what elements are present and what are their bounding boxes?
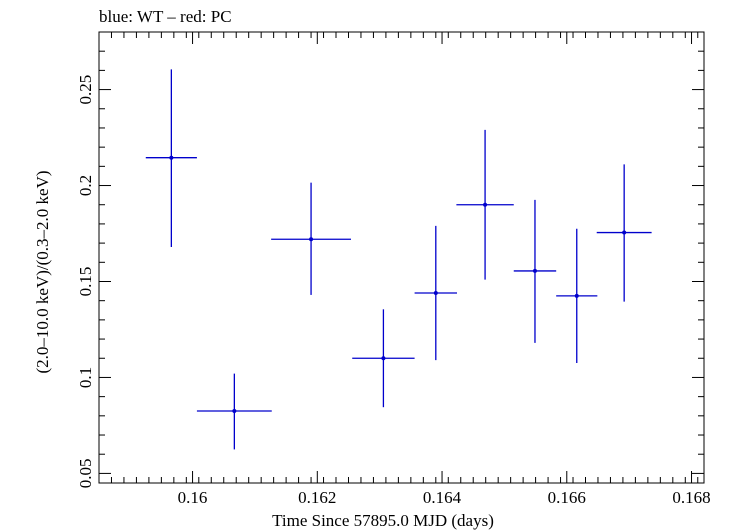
x-tick-label: 0.166 [548, 488, 586, 507]
x-tick-label: 0.162 [298, 488, 336, 507]
point-marker [309, 237, 314, 242]
data-point [145, 69, 197, 247]
chart-title: blue: WT – red: PC [99, 7, 232, 26]
y-tick-label: 0.05 [76, 459, 95, 489]
x-tick-label: 0.168 [672, 488, 710, 507]
point-marker [433, 291, 438, 296]
data-points [145, 69, 652, 450]
data-point [414, 225, 458, 361]
data-point [456, 129, 514, 280]
data-point [352, 309, 415, 408]
y-tick-label: 0.25 [76, 75, 95, 105]
point-marker [483, 202, 488, 207]
plot-frame [98, 31, 705, 484]
data-point [556, 228, 598, 364]
data-point [196, 373, 272, 450]
point-marker [169, 155, 174, 160]
y-axis-label: (2.0–10.0 keV)/(0.3–2.0 keV) [33, 170, 52, 373]
x-axis-label: Time Since 57895.0 MJD (days) [272, 511, 494, 530]
data-point [596, 164, 652, 302]
point-marker [232, 409, 237, 414]
y-tick-label: 0.2 [76, 175, 95, 196]
point-marker [622, 230, 627, 235]
point-marker [532, 268, 537, 273]
data-point [271, 182, 351, 295]
point-marker [574, 293, 579, 298]
axis-ticks [99, 32, 704, 483]
y-tick-label: 0.1 [76, 367, 95, 388]
point-marker [381, 356, 386, 361]
x-tick-label: 0.164 [423, 488, 462, 507]
x-tick-label: 0.16 [178, 488, 208, 507]
y-tick-label: 0.15 [76, 267, 95, 297]
tick-labels: 0.16 0.162 0.164 0.166 0.168 0.05 0.1 0.15 0.2 0.… [76, 75, 711, 507]
data-point [513, 199, 557, 343]
